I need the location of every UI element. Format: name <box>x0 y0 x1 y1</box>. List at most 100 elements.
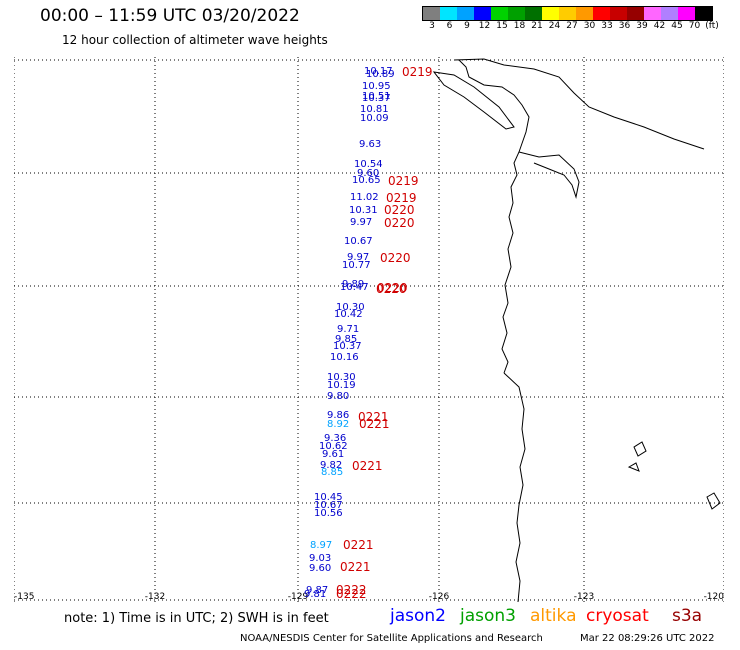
wave-height-value: 10.89 <box>366 69 395 80</box>
wave-height-value: 9.60 <box>309 563 331 574</box>
scale-swatch <box>576 7 593 20</box>
scale-label: 27 <box>566 21 578 31</box>
pass-time: 0222 <box>336 583 367 597</box>
longitude-label: -135 <box>14 592 34 602</box>
pass-time: 0221 <box>352 459 383 473</box>
scale-label: 18 <box>513 21 526 31</box>
wave-height-value: 8.85 <box>321 467 343 478</box>
wave-height-value: 10.30 <box>336 302 365 313</box>
color-scale <box>422 6 713 21</box>
lake-shape <box>633 441 647 457</box>
wave-height-value: 10.77 <box>342 260 371 271</box>
wave-height-value: 10.37 <box>333 341 362 352</box>
wave-height-value: 10.19 <box>327 380 356 391</box>
wave-height-value: 10.30 <box>327 372 356 383</box>
puget-sound <box>518 151 580 199</box>
wave-height-value: 10.54 <box>354 159 383 170</box>
pass-time: 0220 <box>377 281 408 295</box>
scale-swatch <box>491 7 508 20</box>
scale-label: 15 <box>496 21 508 31</box>
wave-height-value: 9.86 <box>327 410 349 421</box>
satellite-legend-s3a: s3a <box>672 606 703 626</box>
wave-height-value: 9.85 <box>335 334 357 345</box>
scale-swatch <box>525 7 542 20</box>
longitude-label: -126 <box>429 592 450 602</box>
pass-time: 0219 <box>386 191 417 205</box>
satellite-legend-jason3: jason3 <box>460 606 516 626</box>
pass-time: 0221 <box>358 410 389 424</box>
satellite-legend-jason2: jason2 <box>390 606 446 626</box>
scale-label: 12 <box>478 21 491 31</box>
satellite-legend-altika: altika <box>530 606 577 626</box>
wave-height-value: 10.17 <box>364 66 393 77</box>
coastline <box>432 58 721 602</box>
chart-title: 00:00 – 11:59 UTC 03/20/2022 <box>40 6 300 26</box>
scale-label: 30 <box>583 21 596 31</box>
wave-height-value: 9.60 <box>357 168 379 179</box>
satellite-legend-cryosat: cryosat <box>586 606 649 626</box>
scale-label: 36 <box>618 21 631 31</box>
scale-label: 9 <box>464 21 470 31</box>
wave-height-value: 9.61 <box>322 449 344 460</box>
scale-label: (ft) <box>705 21 719 31</box>
map-grid: 504846444240-135-132-129-126-123-120 <box>14 57 724 602</box>
generated-timestamp: Mar 22 08:29:26 UTC 2022 <box>580 633 715 644</box>
wave-height-value: 10.42 <box>334 309 363 320</box>
scale-swatch <box>610 7 627 20</box>
pass-times: 0219021902190220022002200220022002210221… <box>336 65 433 601</box>
scale-label: 3 <box>429 21 435 31</box>
pass-time: 0221 <box>340 560 371 574</box>
wave-height-value: 10.51 <box>362 91 391 102</box>
pass-time: 0219 <box>388 174 419 188</box>
chart-subtitle: 12 hour collection of altimeter wave hei… <box>62 33 328 47</box>
wave-height-value: 10.62 <box>319 441 348 452</box>
scale-swatch <box>661 7 678 20</box>
scale-swatch <box>559 7 576 20</box>
wave-height-value: 10.67 <box>314 500 343 511</box>
pass-time: 0222 <box>336 587 367 601</box>
wave-height-value: 9.97 <box>350 217 372 228</box>
wave-height-value: 10.81 <box>360 104 389 115</box>
longitude-label: -120 <box>704 592 724 602</box>
wave-height-value: 10.09 <box>360 113 389 124</box>
scale-label: 24 <box>548 21 561 31</box>
scale-label: 33 <box>601 21 613 31</box>
wave-height-value: 9.63 <box>359 139 381 150</box>
scale-swatch <box>474 7 491 20</box>
wave-height-value: 9.36 <box>324 433 346 444</box>
pass-time: 0220 <box>384 216 415 230</box>
pass-time: 0221 <box>359 417 390 431</box>
islet-1 <box>706 492 721 510</box>
coastline-south <box>503 372 526 602</box>
wave-height-value: 11.02 <box>350 192 379 203</box>
scale-swatch <box>695 7 712 20</box>
longitude-label: -129 <box>288 592 309 602</box>
wave-height-value: 9.03 <box>309 553 331 564</box>
wave-height-value: 10.67 <box>344 236 373 247</box>
wave-height-value: 9.71 <box>337 324 359 335</box>
longitude-label: -123 <box>574 592 594 602</box>
scale-swatch <box>423 7 440 20</box>
wave-height-value: 10.45 <box>314 492 343 503</box>
wave-height-value: 9.87 <box>306 585 328 596</box>
pass-time: 0219 <box>402 65 433 79</box>
scale-label: 45 <box>671 21 683 31</box>
vancouver-island <box>432 71 515 130</box>
wave-height-value: 9.97 <box>347 252 369 263</box>
credit-line: NOAA/NESDIS Center for Satellite Applica… <box>240 633 543 644</box>
scale-swatch <box>440 7 457 20</box>
scale-label: 42 <box>653 21 666 31</box>
footer-note: note: 1) Time is in UTC; 2) SWH is in fe… <box>64 611 329 626</box>
pass-time: 0220 <box>376 282 407 296</box>
wave-height-value: 8.97 <box>310 540 332 551</box>
scale-label: 21 <box>531 21 543 31</box>
scale-swatch <box>457 7 474 20</box>
pass-time: 0221 <box>343 538 374 552</box>
wave-height-values: 10.1710.8910.9510.5110.3710.8110.099.631… <box>304 66 395 600</box>
wave-height-map: 504846444240-135-132-129-126-123-120 10.… <box>14 57 724 602</box>
wave-height-value: 10.56 <box>314 508 343 519</box>
longitude-label: -132 <box>145 592 165 602</box>
scale-swatch <box>678 7 695 20</box>
scale-label: 6 <box>446 21 453 31</box>
wave-height-value: 8.92 <box>327 419 349 430</box>
